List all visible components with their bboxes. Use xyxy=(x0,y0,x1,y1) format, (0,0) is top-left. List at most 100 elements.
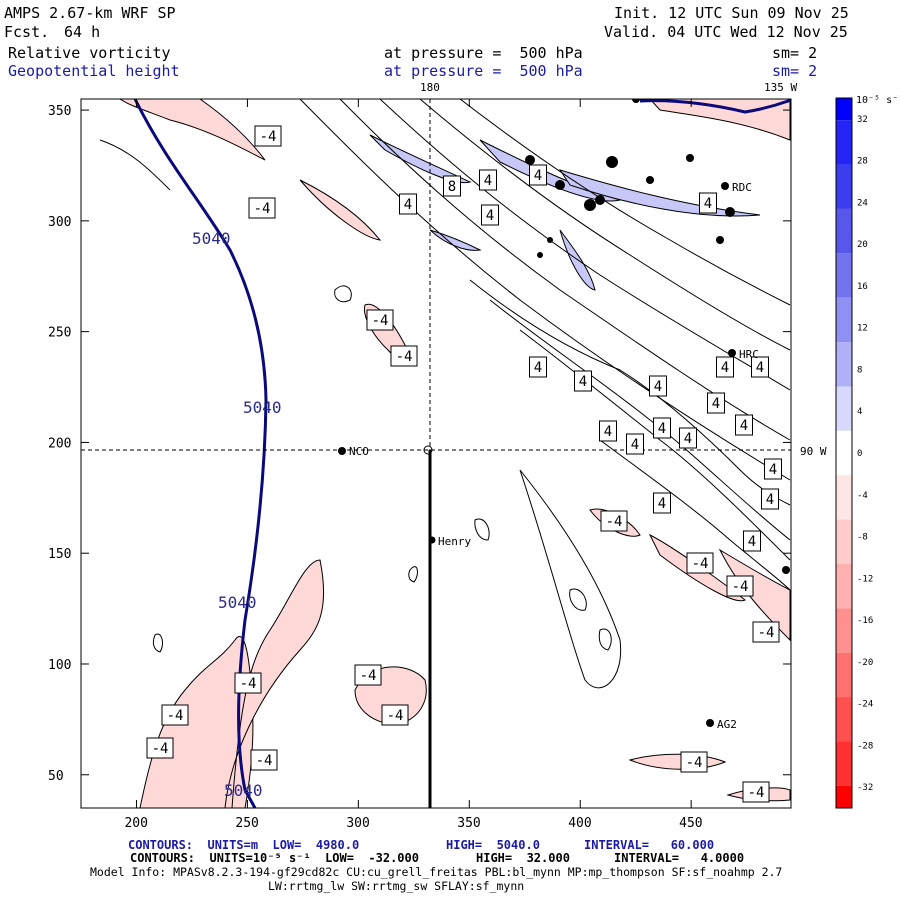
colorbar-tick-label: -28 xyxy=(857,741,873,751)
vort-contour xyxy=(519,469,622,689)
height-label: 5040 xyxy=(218,593,257,612)
vort-contour xyxy=(469,279,791,506)
colorbar-unit: 10⁻⁵ s⁻¹ xyxy=(856,95,900,106)
vort-label: -4 xyxy=(260,129,277,145)
vort-label: 4 xyxy=(654,379,662,395)
footer-height-interval: INTERVAL= 60.000 xyxy=(584,838,715,852)
vort-feature xyxy=(595,195,605,205)
footer-model-info: Model Info: MPASv8.2.3-194-gf29cd82c CU:… xyxy=(90,865,783,879)
vort-label: -4 xyxy=(748,785,765,801)
vort-label: 4 xyxy=(534,360,542,376)
colorbar-swatch xyxy=(836,98,852,121)
colorbar-tick-label: 0 xyxy=(857,449,862,459)
vort-contour xyxy=(569,588,587,611)
colorbar-tick-label: 16 xyxy=(857,282,868,292)
colorbar-swatch xyxy=(836,430,852,476)
vort-label-box xyxy=(679,427,697,449)
vort-region xyxy=(628,753,727,770)
colorbar-swatch xyxy=(836,741,852,786)
vort-label-box xyxy=(649,375,667,397)
x-tick-label: 300 xyxy=(346,816,369,831)
vort-label: -4 xyxy=(372,313,389,329)
y-tick-label: 350 xyxy=(48,104,71,119)
height-label: 5040 xyxy=(192,229,231,248)
vort-contour xyxy=(299,99,791,481)
colorbar-tick-label: 8 xyxy=(857,365,862,375)
colorbar-swatch xyxy=(836,563,852,609)
colorbar-swatch xyxy=(836,697,852,742)
y-tick-label: 250 xyxy=(48,326,71,341)
station-hrc-marker xyxy=(728,349,736,357)
vort-label: 4 xyxy=(748,534,756,550)
colorbar-swatch xyxy=(836,652,852,698)
vort-feature xyxy=(632,99,640,103)
vort-label: -4 xyxy=(167,708,184,724)
vort-label-box xyxy=(250,749,278,771)
station-ag2-marker xyxy=(706,719,714,727)
height-label: 5040 xyxy=(224,781,263,800)
vort-label-box xyxy=(726,575,754,597)
colorbar-swatch xyxy=(836,164,852,209)
vort-label: -4 xyxy=(152,741,169,757)
footer-height-low: CONTOURS: UNITS=m LOW= 4980.0 xyxy=(128,838,360,852)
vort-label-box xyxy=(761,488,779,510)
lon-label-90w: 90 W xyxy=(800,445,827,458)
vort-label: 4 xyxy=(404,197,412,213)
station-nco-marker xyxy=(338,447,346,455)
vort-label-box xyxy=(529,356,547,378)
y-tick-label: 100 xyxy=(48,658,71,673)
vort-label: -4 xyxy=(254,201,271,217)
vort-label-box xyxy=(599,420,617,442)
colorbar-tick-label: 32 xyxy=(857,115,868,125)
vort-label: 4 xyxy=(684,431,692,447)
init-time: Init. 12 UTC Sun 09 Nov 25 xyxy=(614,4,849,22)
y-tick-label: 300 xyxy=(48,215,71,230)
vort-label-box xyxy=(600,510,628,532)
station-hrc-label: HRC xyxy=(739,348,759,361)
vort-label: 4 xyxy=(740,418,748,434)
colorbar-swatch xyxy=(836,785,852,808)
vort-label: 4 xyxy=(756,360,764,376)
plot-frame xyxy=(80,98,792,809)
colorbar-tick-label: 20 xyxy=(857,240,868,250)
smoothing-2: sm= 2 xyxy=(772,62,818,80)
vort-label: -4 xyxy=(256,753,273,769)
vort-label-box xyxy=(743,530,761,552)
x-tick-label: 350 xyxy=(457,816,480,831)
footer-vort-low: CONTOURS: UNITS=10⁻⁵ s⁻¹ LOW= -32.000 xyxy=(130,851,419,865)
vort-feature xyxy=(686,154,694,162)
lon-label-135w: 135 W xyxy=(764,81,797,94)
colorbar-swatch xyxy=(836,208,852,254)
vort-feature xyxy=(555,180,565,190)
vort-label: 8 xyxy=(448,179,456,195)
vort-feature xyxy=(537,252,543,258)
pressure-level-2: at pressure = 500 hPa xyxy=(384,62,583,80)
vort-label: -4 xyxy=(606,514,623,530)
vort-label: 4 xyxy=(704,196,712,212)
vort-contour xyxy=(334,285,352,303)
vort-contour xyxy=(408,566,418,583)
colorbar-tick-label: 24 xyxy=(857,198,868,208)
vort-label: -4 xyxy=(732,579,749,595)
vort-label: 4 xyxy=(766,492,774,508)
valid-time: Valid. 04 UTC Wed 12 Nov 25 xyxy=(604,23,848,41)
vort-label-box xyxy=(707,392,725,414)
colorbar-swatch xyxy=(836,475,852,520)
vort-region xyxy=(649,99,791,141)
vort-label-box xyxy=(481,204,499,226)
vort-label-box xyxy=(529,164,547,186)
height-labels: 5040 5040 5040 5040 xyxy=(192,229,282,800)
vort-region xyxy=(369,134,472,184)
vort-label-box xyxy=(742,781,770,803)
y-tick-label: 50 xyxy=(48,769,64,784)
vort-label: 4 xyxy=(769,462,777,478)
station-henry-marker xyxy=(428,536,436,544)
stations: NCO Henry RDC HRC AG2 xyxy=(338,181,790,731)
vort-label: 4 xyxy=(534,168,542,184)
colorbar-tick-label: -12 xyxy=(857,574,873,584)
vort-label-box xyxy=(686,552,714,574)
vort-label-box xyxy=(479,169,497,191)
colorbar-swatch xyxy=(836,297,852,343)
vort-label-box xyxy=(399,193,417,215)
